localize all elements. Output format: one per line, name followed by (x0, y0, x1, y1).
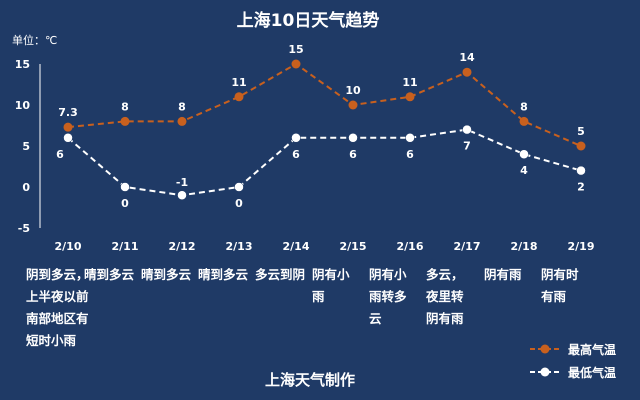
low-temp-point (120, 182, 130, 192)
high-temp-point (576, 141, 586, 151)
weather-desc-line: 南部地区有 (26, 311, 89, 326)
weather-desc-line: 多云， (426, 267, 464, 282)
x-tick-label: 2/19 (568, 240, 595, 253)
low-temp-point (177, 190, 187, 200)
x-tick-label: 2/18 (511, 240, 538, 253)
high-temp-label: 8 (178, 100, 186, 113)
high-temp-point (291, 59, 301, 69)
weather-desc-line: 雨转多 (369, 289, 407, 304)
low-temp-point (234, 182, 244, 192)
high-temp-point (348, 100, 358, 110)
x-tick-label: 2/16 (397, 240, 424, 253)
y-tick-label: 15 (15, 58, 30, 71)
low-temp-point (63, 133, 73, 143)
legend-low-label: 最低气温 (568, 365, 616, 380)
low-temp-label: 0 (235, 197, 243, 210)
legend: 最高气温 最低气温 (530, 342, 616, 380)
legend-high: 最高气温 (530, 342, 616, 357)
x-tick-label: 2/11 (112, 240, 139, 253)
high-temp-label: 14 (459, 51, 475, 64)
low-temp-label: 6 (56, 148, 64, 161)
weather-desc-line: 晴到多云 (84, 267, 135, 282)
low-temp-point (405, 133, 415, 143)
x-tick-label: 2/17 (454, 240, 481, 253)
chart-title: 上海10日天气趋势 (237, 10, 380, 31)
low-temp-label: 2 (577, 181, 585, 194)
x-tick-label: 2/12 (169, 240, 196, 253)
high-temp-point (405, 92, 415, 102)
weather-desc-line: 阴到多云， (26, 267, 89, 282)
high-temp-label: 10 (345, 84, 361, 97)
low-temp-label: 7 (463, 140, 471, 153)
weather-desc-line: 阴有小 (369, 267, 407, 282)
weather-desc-line: 阴有时 (541, 267, 579, 282)
weather-desc-line: 阴有雨 (426, 311, 464, 326)
legend-high-label: 最高气温 (568, 342, 616, 357)
y-tick-label: 0 (22, 181, 30, 194)
low-temp-point (348, 133, 358, 143)
y-tick-label: 10 (15, 99, 31, 112)
low-temp-label: 6 (406, 148, 414, 161)
high-temp-label: 11 (231, 76, 246, 89)
weather-desc-line: 晴到多云 (198, 267, 249, 282)
weather-desc-line: 雨 (312, 289, 325, 304)
weather-desc-line: 阴有雨 (484, 267, 522, 282)
low-temp-point (291, 133, 301, 143)
legend-low: 最低气温 (530, 365, 616, 380)
weather-desc-line: 多云到阴 (255, 267, 305, 282)
weather-desc-line: 上半夜以前 (26, 289, 89, 304)
y-tick-label: -5 (18, 222, 30, 235)
high-temp-point (120, 116, 130, 126)
weather-desc-line: 云 (369, 311, 382, 326)
low-temp-label: 0 (121, 197, 129, 210)
low-temp-point (519, 149, 529, 159)
x-tick-label: 2/13 (226, 240, 253, 253)
high-temp-line (67, 62, 582, 147)
high-temp-label: 7.3 (58, 106, 78, 119)
x-tick-label: 2/10 (55, 240, 82, 253)
high-temp-label: 8 (520, 100, 528, 113)
low-temp-label: 6 (292, 148, 300, 161)
low-temp-label: 4 (520, 164, 528, 177)
low-temp-label: 6 (349, 148, 357, 161)
low-temp-point (462, 124, 472, 135)
legend-low-marker (540, 367, 550, 377)
high-temp-point (519, 116, 529, 126)
low-temp-label: -1 (176, 176, 188, 189)
high-temp-point (177, 116, 187, 126)
x-tick-label: 2/14 (283, 240, 310, 253)
high-temp-label: 5 (577, 125, 585, 138)
unit-label: 单位：℃ (12, 33, 57, 47)
high-temp-point (63, 122, 73, 132)
footer-credit: 上海天气制作 (265, 371, 355, 389)
legend-high-marker (540, 344, 550, 354)
y-tick-label: 5 (22, 140, 30, 153)
high-temp-point (462, 67, 472, 77)
weather-desc-line: 阴有小 (312, 267, 350, 282)
low-temp-line (67, 128, 582, 197)
weather-desc-line: 有雨 (541, 289, 567, 304)
high-temp-label: 11 (402, 76, 417, 89)
weather-desc-line: 晴到多云 (141, 267, 192, 282)
high-temp-label: 15 (288, 43, 303, 56)
weather-desc-line: 夜里转 (425, 289, 464, 304)
high-temp-label: 8 (121, 100, 129, 113)
x-tick-label: 2/15 (340, 240, 367, 253)
weather-desc-line: 短时小雨 (26, 333, 77, 348)
high-temp-point (234, 92, 244, 102)
low-temp-point (576, 165, 586, 176)
